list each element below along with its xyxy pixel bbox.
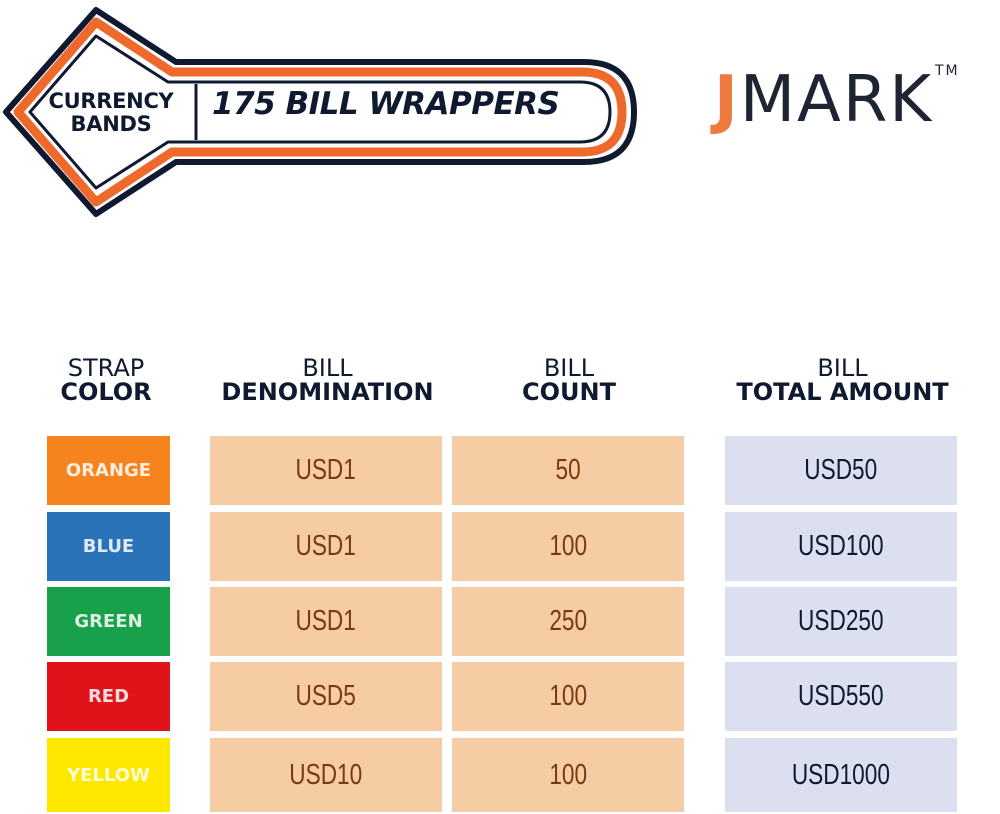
- header-count-line1: BILL: [543, 354, 595, 382]
- bill-total-cell: USD250: [725, 587, 957, 656]
- bill-count-cell: 50: [452, 436, 684, 505]
- bill-total-cell-text: USD550: [798, 680, 884, 712]
- header-bill-count: BILL COUNT: [452, 356, 686, 404]
- header-total-line1: BILL: [817, 354, 868, 382]
- bill-count-cell: 100: [452, 512, 684, 581]
- header-strap-line1: STRAP: [67, 354, 145, 382]
- bill-denomination-cell: USD1: [210, 436, 442, 505]
- header-bill-total: BILL TOTAL AMOUNT: [720, 356, 965, 404]
- currency-bands-badge: [3, 7, 637, 217]
- badge-left-text: CURRENCY BANDS: [22, 90, 200, 136]
- header-strap-color: STRAP COLOR: [40, 356, 172, 404]
- bill-total-cell-text: USD50: [804, 454, 878, 486]
- strap-color-swatch: ORANGE: [47, 436, 170, 505]
- strap-color-swatch: YELLOW: [47, 738, 170, 812]
- strap-color-swatch-text: BLUE: [82, 536, 135, 557]
- bill-total-cell-text: USD250: [798, 605, 884, 637]
- bill-total-cell: USD50: [725, 436, 957, 505]
- bill-denomination-cell: USD1: [210, 512, 442, 581]
- bill-count-cell-text: 100: [549, 530, 587, 562]
- jmark-logo: JMARK TM: [714, 62, 958, 142]
- bill-denomination-cell-text: USD10: [289, 758, 363, 791]
- header-total-line2: TOTAL AMOUNT: [736, 378, 949, 406]
- bill-denomination-cell: USD10: [210, 738, 442, 812]
- header-denom-line1: BILL: [302, 354, 353, 382]
- badge-inner-outline: [28, 34, 612, 190]
- badge-bands-label: BANDS: [70, 112, 152, 136]
- bill-count-cell-text: 100: [549, 758, 587, 791]
- strap-color-swatch: GREEN: [47, 587, 170, 656]
- header-denom-line2: DENOMINATION: [221, 378, 434, 406]
- bill-denomination-cell-text: USD5: [295, 680, 357, 712]
- bill-total-cell-text: USD1000: [791, 758, 891, 791]
- header-bill-denomination: BILL DENOMINATION: [205, 356, 450, 404]
- bill-count-cell-text: 250: [549, 605, 587, 637]
- bill-count-cell-text: 100: [549, 680, 587, 712]
- bill-total-cell-text: USD100: [798, 530, 884, 562]
- bill-count-cell: 100: [452, 738, 684, 812]
- strap-color-swatch-text: YELLOW: [67, 764, 150, 786]
- header-strap-line2: COLOR: [60, 378, 152, 406]
- logo-j: J: [714, 63, 740, 137]
- bill-count-cell-text: 50: [555, 454, 581, 486]
- bill-count-cell: 250: [452, 587, 684, 656]
- bill-count-cell: 100: [452, 662, 684, 731]
- strap-color-swatch: BLUE: [47, 512, 170, 581]
- bill-denomination-cell-text: USD1: [295, 605, 357, 637]
- strap-color-swatch-text: ORANGE: [65, 460, 152, 481]
- logo-trademark: TM: [935, 63, 960, 79]
- bill-denomination-cell: USD1: [210, 587, 442, 656]
- bill-total-cell: USD100: [725, 512, 957, 581]
- header-count-line2: COUNT: [522, 378, 616, 406]
- strap-color-swatch-text: GREEN: [74, 611, 143, 632]
- logo-mark: MARK: [739, 63, 934, 137]
- badge-currency-label: CURRENCY: [48, 89, 174, 113]
- strap-color-swatch-text: RED: [87, 686, 130, 707]
- bill-denomination-cell-text: USD1: [295, 530, 357, 562]
- strap-color-swatch: RED: [47, 662, 170, 731]
- bill-denomination-cell-text: USD1: [295, 454, 357, 486]
- bill-total-cell: USD1000: [725, 738, 957, 812]
- bill-total-cell: USD550: [725, 662, 957, 731]
- badge-title: 175 BILL WRAPPERS: [212, 86, 560, 122]
- bill-denomination-cell: USD5: [210, 662, 442, 731]
